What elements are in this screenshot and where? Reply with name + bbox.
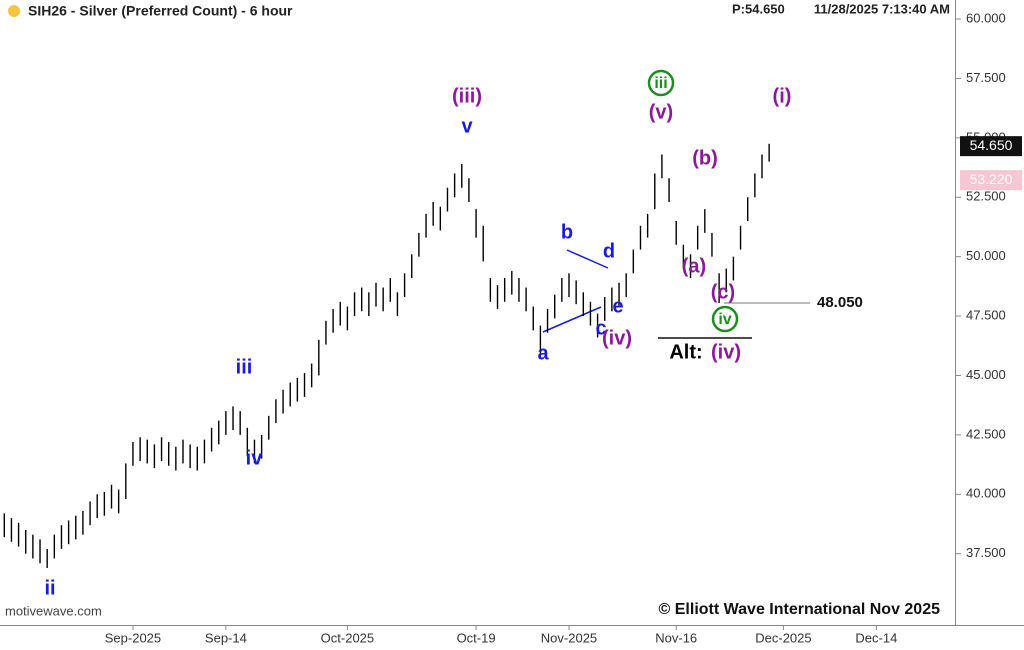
wave-label: (b) — [692, 147, 718, 169]
wave-label: (i) — [773, 85, 792, 107]
wave-label: b — [561, 221, 573, 243]
wave-label: Alt: — [669, 341, 702, 363]
x-tick-label: Nov-16 — [655, 630, 697, 645]
y-tick-label: 47.500 — [966, 308, 1006, 323]
wave-label: iv — [718, 311, 731, 328]
watermark: motivewave.com — [5, 603, 102, 618]
chart-title: SIH26 - Silver (Preferred Count) - 6 hou… — [28, 3, 293, 19]
x-tick-label: Dec-2025 — [755, 630, 811, 645]
wave-label: e — [612, 295, 623, 317]
last-price-box — [960, 136, 1022, 157]
wave-label: (iv) — [602, 327, 632, 349]
wave-label: ii — [44, 577, 55, 599]
wave-label: (v) — [649, 101, 673, 123]
x-tick-label: Nov-2025 — [541, 630, 597, 645]
status-dot — [8, 5, 20, 17]
wave-label: (iii) — [452, 85, 482, 107]
wave-label: iii — [654, 75, 667, 92]
copyright: © Elliott Wave International Nov 2025 — [659, 601, 941, 618]
triangle-lower — [542, 306, 602, 333]
wave-label: (iv) — [711, 341, 741, 363]
wave-label: c — [595, 317, 606, 339]
wave-label: a — [537, 342, 549, 364]
y-tick-label: 57.500 — [966, 70, 1006, 85]
last-price-label: 54.650 — [970, 137, 1013, 153]
x-tick-label: Sep-14 — [205, 630, 247, 645]
ref-price-box — [960, 170, 1022, 191]
wave-label: d — [603, 240, 615, 262]
x-tick-label: Dec-14 — [855, 630, 897, 645]
y-tick-label: 52.500 — [966, 189, 1006, 204]
y-tick-label: 37.500 — [966, 545, 1006, 560]
wave-circle — [647, 69, 675, 97]
wave-label: (a) — [682, 255, 706, 277]
wave-label: iii — [236, 356, 253, 378]
timestamp: 11/28/2025 7:13:40 AM — [814, 1, 950, 16]
x-tick-label: Oct-19 — [457, 630, 496, 645]
y-tick-label: 60.000 — [966, 10, 1006, 25]
ref-price-label: 53.220 — [970, 171, 1013, 187]
y-tick-label: 40.000 — [966, 486, 1006, 501]
wave-circle — [711, 305, 739, 333]
wave-label: iv — [246, 447, 264, 469]
y-tick-label: 42.500 — [966, 426, 1006, 441]
x-tick-label: Sep-2025 — [105, 630, 161, 645]
triangle-upper — [566, 249, 609, 269]
y-tick-label: 50.000 — [966, 248, 1006, 263]
wave-label: v — [461, 115, 473, 137]
price-header: P:54.650 — [732, 1, 785, 16]
x-tick-label: Oct-2025 — [321, 630, 374, 645]
wave-label: (c) — [711, 281, 735, 303]
y-tick-label: 45.000 — [966, 367, 1006, 382]
level-label: 48.050 — [817, 294, 863, 311]
